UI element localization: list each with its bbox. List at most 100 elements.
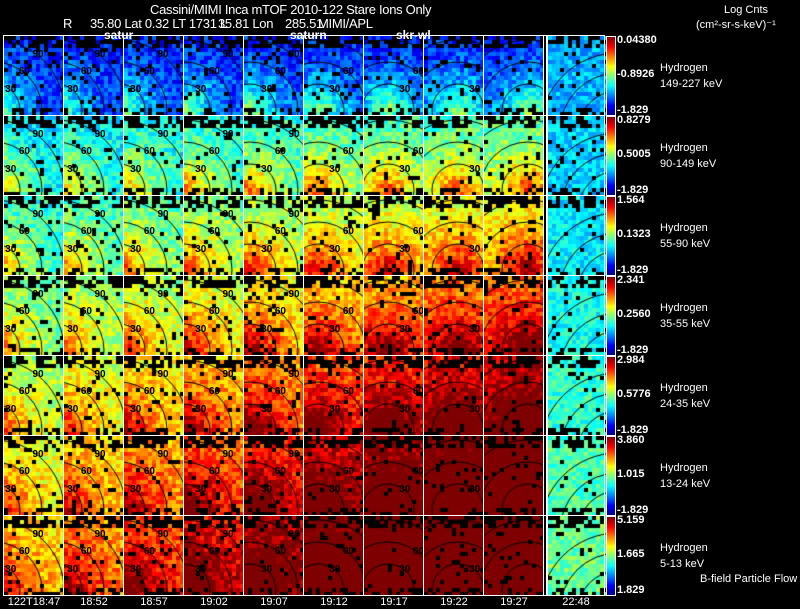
contour-label: 30: [469, 83, 481, 95]
panel-pixels: [64, 276, 124, 356]
contour-label: 60: [274, 226, 286, 238]
time-label: 19:17: [380, 596, 408, 608]
image-panel: [64, 436, 124, 516]
colorbar-cmid-label: 1.665: [617, 548, 645, 560]
image-panel: [124, 196, 184, 276]
panel-pixels: [64, 356, 124, 436]
panel-pixels: [304, 276, 364, 356]
contour-label: 30: [195, 403, 207, 415]
image-panel: [484, 276, 544, 356]
image-panel: [484, 36, 544, 116]
contour-label: 60: [342, 546, 354, 558]
contour-label: 60: [143, 546, 155, 558]
contour-label: 30: [5, 243, 17, 255]
contour-label: 60: [18, 306, 30, 318]
contour-label: 60: [274, 546, 286, 558]
panel-pixels: [484, 36, 544, 116]
colorbar: [606, 356, 616, 436]
panel-pixels: [4, 196, 64, 276]
contour-label: 30: [399, 483, 411, 495]
contour-label: 60: [274, 66, 286, 78]
grid-line: [3, 595, 605, 596]
panel-pixels: [484, 196, 544, 276]
panel-pixels: [424, 436, 484, 516]
contour-label: 30: [399, 323, 411, 335]
contour-label: 30: [195, 483, 207, 495]
contour-label: 30: [67, 243, 79, 255]
panel-pixels: [304, 196, 364, 276]
panel-pixels: [64, 116, 124, 196]
colorbar-cmax-label: 2.984: [617, 354, 645, 366]
image-panel: [424, 36, 484, 116]
image-panel: [64, 516, 124, 596]
panel-pixels: [244, 516, 304, 596]
contour-label: 60: [208, 66, 220, 78]
contour-label: 90: [94, 209, 106, 221]
row-species-label: Hydrogen: [660, 62, 708, 74]
panel-pixels: [424, 196, 484, 276]
image-panel: [304, 116, 364, 196]
panel-pixels: [64, 516, 124, 596]
panel-pixels: [484, 436, 544, 516]
contour-label: 90: [32, 449, 44, 461]
annotation-saturn: saturn: [290, 28, 327, 42]
panel-pixels: [484, 116, 544, 196]
grid-line: [3, 435, 605, 436]
contour-label: 60: [342, 226, 354, 238]
image-panel: [4, 436, 64, 516]
time-label: 122T18:47: [7, 596, 61, 608]
colorbar-cmax-label: 1.564: [617, 194, 645, 206]
image-panel: [124, 516, 184, 596]
image-panel: [124, 36, 184, 116]
panel-pixels: [424, 36, 484, 116]
contour-label: 60: [18, 546, 30, 558]
image-panel: [244, 196, 304, 276]
contour-label: 30: [130, 83, 142, 95]
contour-label: 90: [288, 289, 300, 301]
contour-label: 90: [288, 49, 300, 61]
image-panel: [184, 116, 244, 196]
contour-label: 90: [94, 49, 106, 61]
image-panel: [184, 436, 244, 516]
contour-label: 60: [412, 146, 424, 158]
contour-label: 90: [222, 529, 234, 541]
image-panel: [304, 436, 364, 516]
contour-label: 90: [32, 49, 44, 61]
image-panel: [64, 356, 124, 436]
contour-label: 30: [469, 483, 481, 495]
image-panel: [548, 196, 608, 276]
contour-label: 60: [18, 146, 30, 158]
contour-label: 30: [5, 83, 17, 95]
colorbar-cmax-label: 5.159: [617, 514, 645, 526]
colorbar-cmin-label: 1.829: [617, 584, 645, 596]
contour-label: 60: [80, 546, 92, 558]
contour-label: 30: [399, 243, 411, 255]
contour-label: 30: [261, 163, 273, 175]
contour-label: 30: [130, 483, 142, 495]
contour-label: 90: [94, 529, 106, 541]
panel-pixels: [304, 36, 364, 116]
row-species-label: Hydrogen: [660, 542, 708, 554]
image-panel: [64, 36, 124, 116]
image-panel: [304, 356, 364, 436]
contour-label: 90: [222, 129, 234, 141]
panel-pixels: [364, 116, 424, 196]
grid-line: [423, 36, 424, 596]
contour-label: 90: [288, 209, 300, 221]
contour-label: 30: [67, 163, 79, 175]
contour-label: 60: [208, 146, 220, 158]
grid-line: [303, 36, 304, 596]
contour-label: 30: [5, 163, 17, 175]
grid-line: [3, 195, 605, 196]
colorbar-cmid-label: 0.1323: [617, 228, 651, 240]
time-label: 18:57: [140, 596, 168, 608]
contour-label: 30: [261, 243, 273, 255]
contour-label: 60: [412, 306, 424, 318]
panel-pixels: [424, 516, 484, 596]
panel-pixels: [364, 196, 424, 276]
contour-label: 30: [329, 563, 341, 575]
contour-label: 60: [143, 66, 155, 78]
panel-pixels: [64, 436, 124, 516]
contour-label: 30: [195, 243, 207, 255]
image-panel: [64, 276, 124, 356]
